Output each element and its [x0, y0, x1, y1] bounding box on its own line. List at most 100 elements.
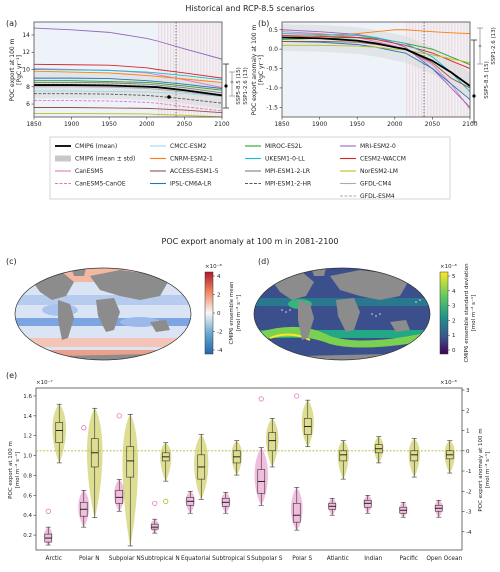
right-tick-label: 1 — [466, 429, 470, 435]
colorbar-tick-label: 3 — [452, 304, 456, 310]
right-tick-label: -1 — [466, 469, 471, 475]
series-line-ukesm1-0-ll — [34, 69, 222, 81]
y-tick-label: 10 — [22, 67, 30, 74]
category-label-subtropical-s: Subtropical S — [212, 556, 251, 562]
panel-c-label: (c) — [6, 257, 17, 266]
panel-e-left-ylabel: POC export at 100 m[mol m⁻² s⁻¹] — [8, 441, 21, 499]
category-label-arctic: Arctic — [46, 556, 62, 562]
anom-6-box — [268, 432, 277, 452]
legend-label-miroc-es2l: MIROC-ES2L — [265, 143, 303, 150]
panel-c-cbar-label: CMIP6 ensemble mean[mol m⁻² s⁻¹] — [229, 281, 242, 345]
anom-0-box — [55, 422, 64, 443]
x-tick-label: 2050 — [425, 121, 440, 128]
panel-e-left-axis: 1.6 1.4 1.2 1.0 0.8 0.6 0.4 0.2 — [23, 394, 36, 539]
series-line-cesm2-waccm — [282, 35, 470, 69]
category-label-indian: Indian — [364, 556, 382, 562]
abs-1-outlier — [81, 425, 87, 431]
panel-b-ylabel: POC export anomaly at 100 m[PgC yr⁻¹] — [251, 24, 265, 115]
legend-swatch-cmip6-mean-std- — [55, 155, 71, 162]
abs-2-outlier — [116, 413, 122, 419]
series-line-access-esm1-5 — [34, 107, 222, 114]
panel-e-boxes — [43, 393, 455, 547]
panel-a-ylabel: POC export at 100 m[PgC yr⁻¹] — [9, 38, 23, 101]
series-line-cmcc-esm2 — [34, 90, 222, 97]
panel-a: (a) 1850 1900 1950 2000 2050 2100 6 8 10 12 14 PO… — [6, 19, 249, 128]
y-tick-label: -1.0 — [266, 85, 278, 92]
left-tick-label: 1.0 — [23, 454, 32, 460]
left-tick-label: 1.4 — [23, 414, 32, 420]
panel-b-ssp585-label: SSP5-8.5 (15) — [484, 61, 490, 99]
abs-3-outlier — [152, 500, 158, 506]
series-line-cnrm-esm2-1 — [34, 70, 222, 83]
legend-label-noresm2-lm: NorESM2-LM — [360, 168, 398, 175]
category-label-polar-s: Polar S — [292, 556, 312, 562]
right-tick-label: -3 — [466, 510, 472, 516]
category-label-equatorial: Equatorial — [181, 556, 211, 562]
series-line-miroc-es2l — [34, 80, 222, 91]
series-line-ipsl-cm6a-lr — [282, 40, 470, 100]
colorbar-tick-label: 0 — [217, 311, 221, 317]
abs-0-outlier — [45, 508, 51, 514]
legend-label-ipsl-cm6a-lr: IPSL-CM6A-LR — [170, 181, 211, 188]
legend-label-canesm5-canoe: CanESM5-CanOE — [75, 181, 126, 188]
panel-e-categories: Arctic Polar N Subpolar N Subtropical N Equa… — [46, 556, 463, 562]
panel-b-scenario-markers — [471, 27, 483, 123]
panel-d-cbar-label: CMIP6 ensemble standard deviation[mol m⁻… — [464, 263, 477, 363]
category-label-open-ocean: Open Ocean — [426, 556, 462, 562]
legend-label-cmip6-mean-: CMIP6 (mean) — [75, 143, 117, 150]
x-tick-label: 2000 — [139, 121, 154, 128]
series-line-ukesm1-0-ll — [282, 33, 470, 93]
series-line-cesm2-waccm — [34, 63, 222, 79]
anom-3-outlier — [163, 498, 169, 504]
panel-a-label: (a) — [6, 19, 17, 28]
left-tick-label: 0.6 — [23, 493, 32, 499]
panel-b-lines — [282, 29, 470, 110]
panel-b-ssp126-label: SSP1-2.6 (13) — [491, 27, 497, 65]
colorbar-tick-label: 1 — [452, 333, 456, 339]
legend-label-gfdl-esm4: GFDL-ESM4 — [360, 193, 395, 200]
panel-a-lines — [34, 27, 222, 117]
colorbar-tick-label: 5 — [452, 274, 456, 280]
figure-title: Historical and RCP-8.5 scenarios — [185, 4, 314, 13]
panel-a-yaxis: 6 8 10 12 14 — [22, 32, 34, 108]
colorbar-tick-label: 2 — [452, 318, 456, 324]
anom-8-box — [339, 450, 348, 462]
panel-e-right-axis: 3 2 1 0 -1 -2 -3 -4 — [462, 388, 472, 536]
y-tick-label: 8 — [26, 84, 30, 91]
series-line-cmip6-mean- — [34, 84, 222, 97]
colorbar-tick-label: -2 — [217, 330, 222, 336]
category-label-subpolar-s: Subpolar S — [251, 556, 283, 562]
x-tick-label: 2000 — [387, 121, 402, 128]
panel-c-map — [15, 268, 191, 360]
panel-e: (e) ×10⁻⁷ ×10⁻⁸ 1.6 1.4 1.2 1.0 0.8 0.6 0.4 0.2… — [6, 371, 491, 562]
x-tick-label: 2100 — [462, 121, 477, 128]
panel-c-map-frame — [14, 267, 192, 361]
anom-10-box — [410, 450, 419, 462]
y-tick-label: 0.5 — [268, 27, 278, 34]
right-tick-label: -2 — [466, 489, 471, 495]
panel-a-ssp585-label: SSP5-8.5 (15) — [236, 67, 242, 105]
y-tick-label: 12 — [22, 49, 30, 56]
abs-7-outlier — [294, 393, 300, 399]
series-line-mpi-esm1-2-lr — [34, 82, 222, 94]
colorbar-tick-label: 4 — [217, 274, 221, 280]
right-tick-label: 3 — [466, 388, 470, 394]
panel-b-yaxis: -1.5 -1.0 -0.5 0.0 0.5 — [266, 27, 282, 111]
legend-label-mri-esm2-0: MRI-ESM2-0 — [360, 143, 396, 150]
colorbar-tick-label: 2 — [217, 293, 221, 299]
panel-d-colorbar — [439, 271, 449, 355]
panel-b-xaxis: 1850 1900 1950 2000 2050 2100 — [274, 117, 478, 128]
series-line-mpi-esm1-2-hr — [34, 93, 222, 104]
colorbar-tick-label: 0 — [452, 348, 456, 354]
y-tick-label: 0.0 — [268, 46, 278, 53]
category-label-pacific: Pacific — [400, 556, 418, 562]
category-label-polar-n: Polar N — [79, 556, 100, 562]
y-tick-label: 14 — [22, 32, 30, 39]
x-tick-label: 1950 — [350, 121, 365, 128]
continents — [270, 268, 410, 360]
y-tick-label: -0.5 — [266, 66, 278, 73]
left-tick-label: 0.4 — [23, 513, 32, 519]
panel-e-frame — [35, 387, 463, 551]
legend-label-cnrm-esm2-1: CNRM-ESM2-1 — [170, 156, 213, 163]
panel-b-frame — [281, 21, 471, 118]
